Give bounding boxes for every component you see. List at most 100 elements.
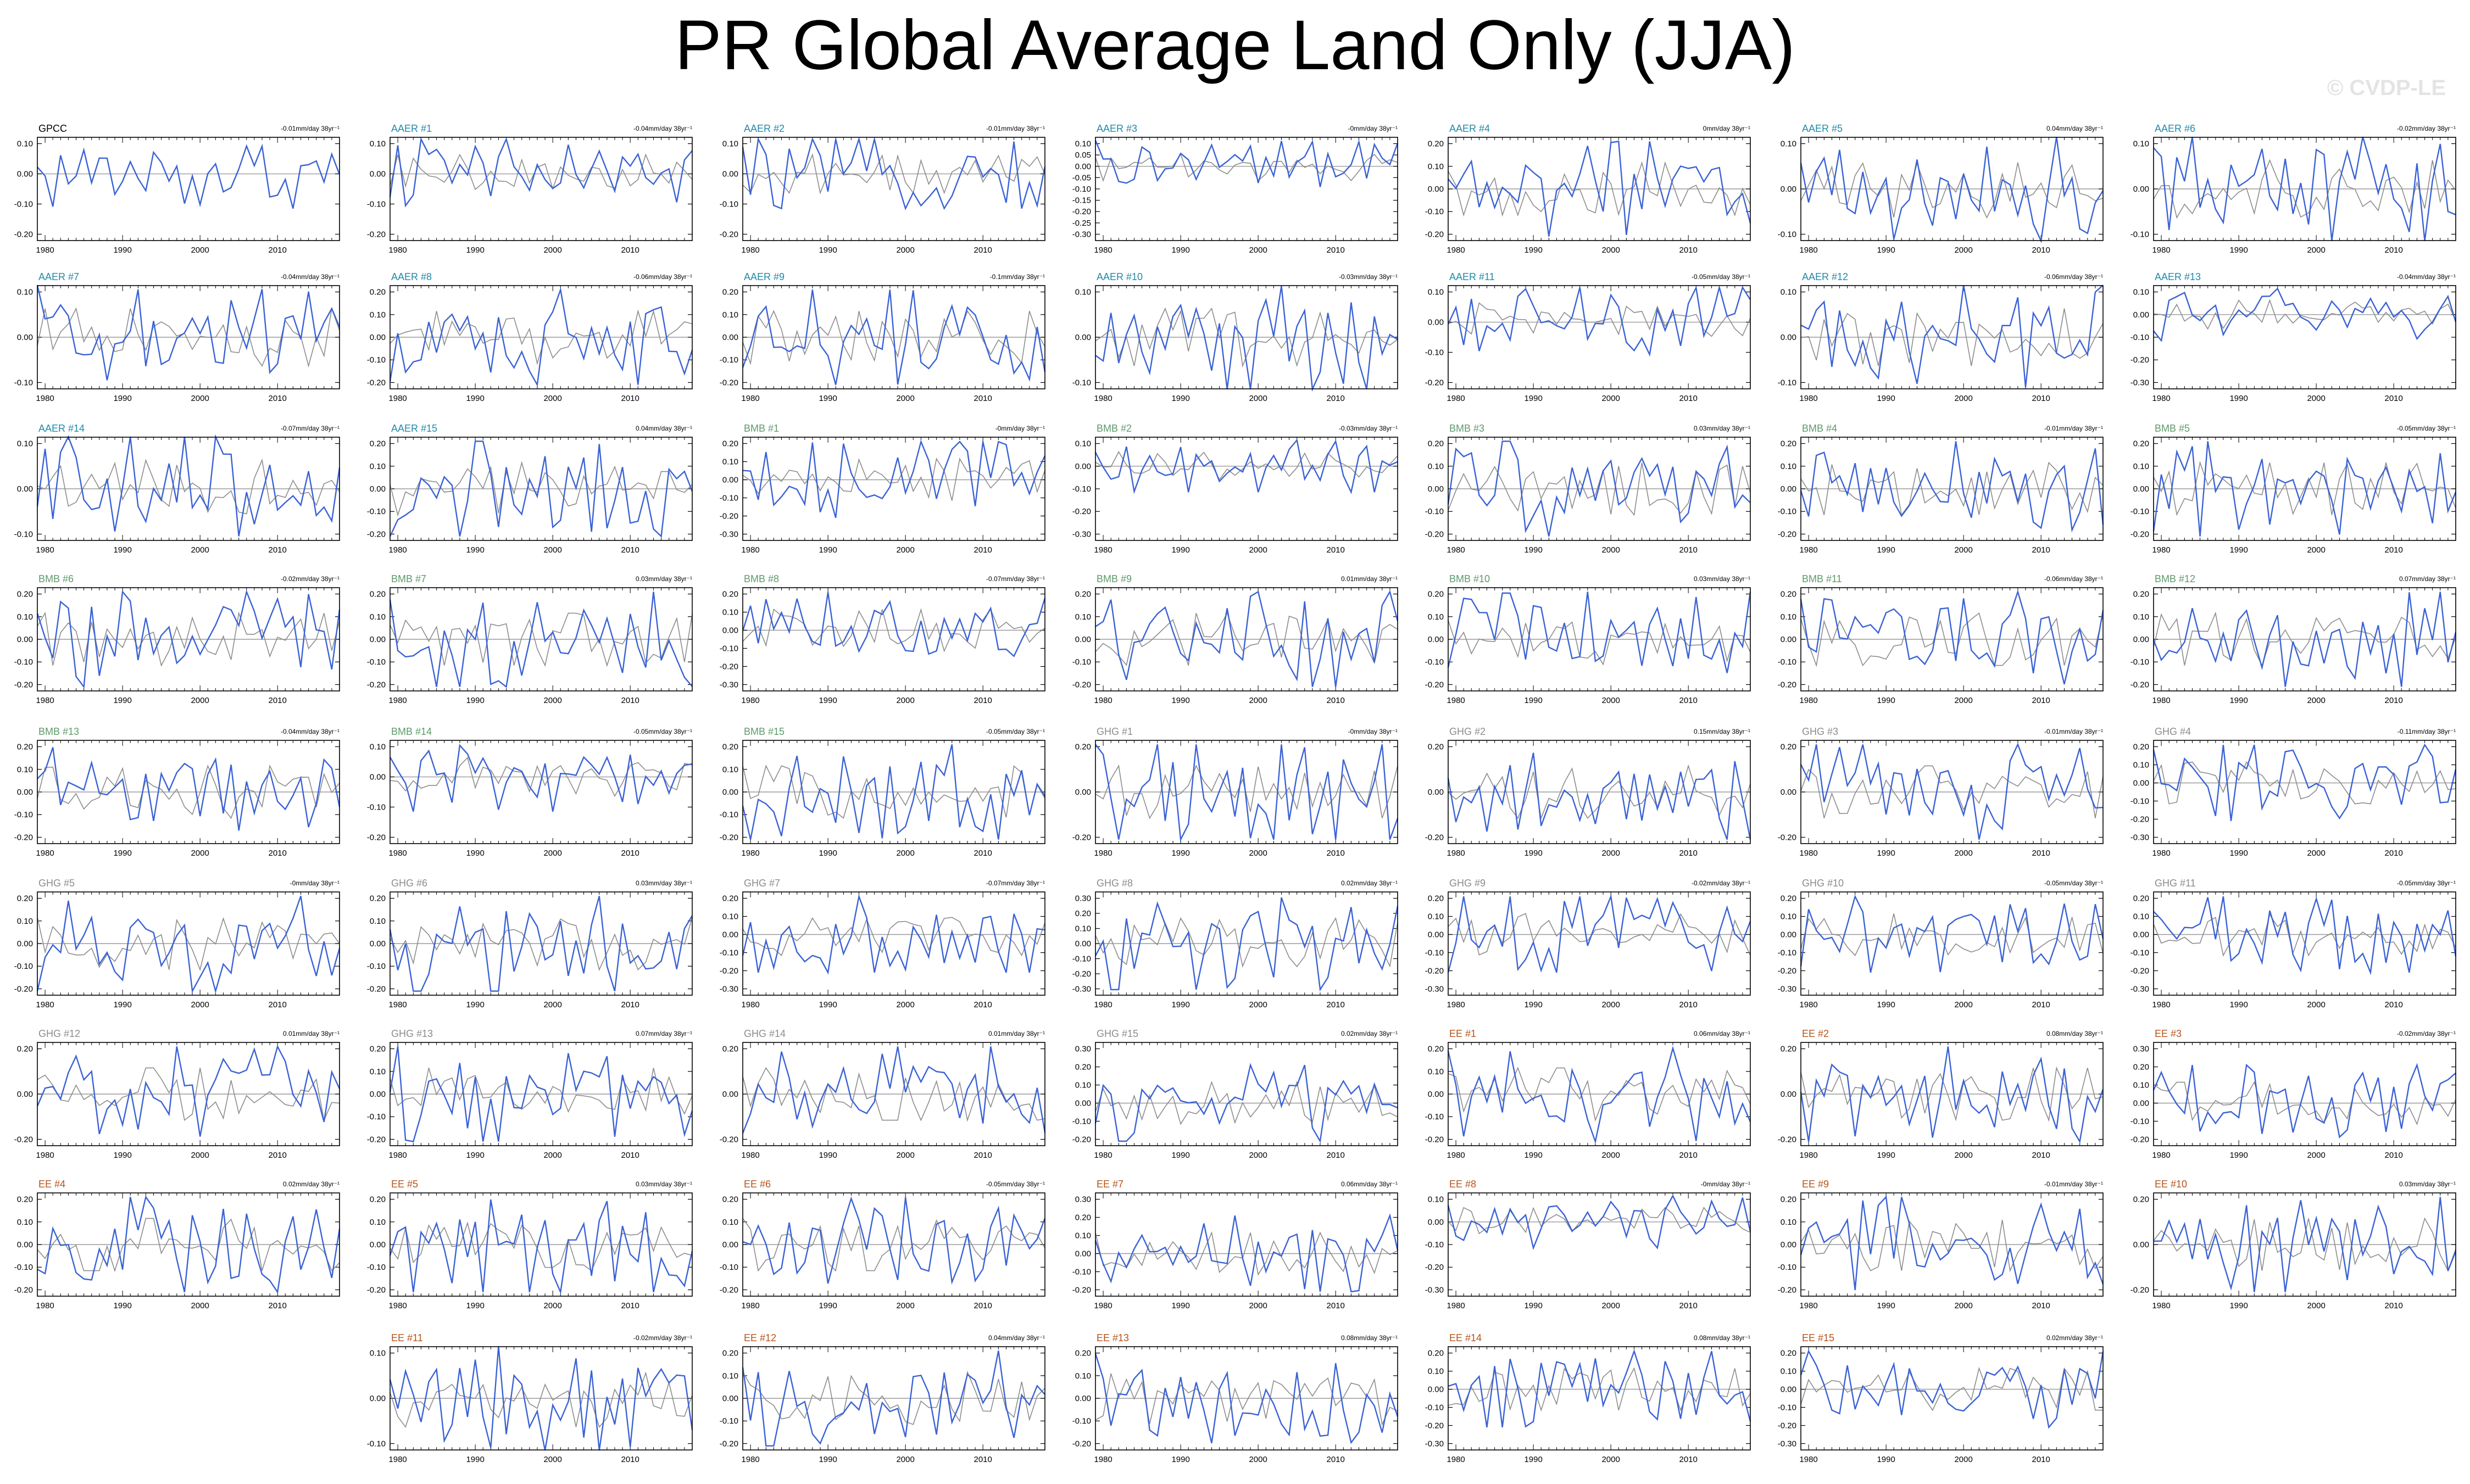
trend-label: -0.11mm/day 38yr⁻¹	[2397, 728, 2456, 735]
y-tick-label: 0.20	[1428, 590, 1444, 599]
y-tick-label: 0.20	[1428, 140, 1444, 149]
x-tick-label: 2010	[268, 246, 286, 255]
y-tick-label: -0.10	[2130, 507, 2149, 516]
x-tick-label: 2010	[973, 696, 992, 705]
panel-title: BMB #4	[1802, 423, 1837, 434]
y-tick-label: -0.20	[1072, 969, 1091, 979]
y-tick-label: -0.15	[1072, 196, 1091, 205]
chart-panel: GHG #2 0.15mm/day 38yr⁻¹ 0.20 0.00 -0.201980…	[1425, 726, 1751, 858]
member-line	[389, 440, 693, 538]
panel-title: BMB #3	[1449, 423, 1484, 434]
x-tick-label: 2000	[1601, 1151, 1620, 1160]
chart-panel: GHG #4 -0.11mm/day 38yr⁻¹ 0.20 0.10 0.00 -0.1…	[2130, 726, 2457, 858]
x-tick-label: 1990	[2229, 849, 2248, 858]
x-tick-label: 1980	[1447, 1151, 1465, 1160]
panel-title: BMB #5	[2155, 423, 2190, 434]
x-tick-label: 2010	[621, 696, 639, 705]
chart-panel: AAER #7 -0.04mm/day 38yr⁻¹0.100.00-0.1019…	[14, 271, 341, 403]
ensemble-mean-line	[1095, 917, 1398, 968]
x-tick-label: 1980	[2152, 394, 2170, 403]
x-tick-label: 2000	[1954, 849, 1972, 858]
y-tick-label: -0.10	[1425, 348, 1444, 357]
trend-label: 0.01mm/day 38yr⁻¹	[1341, 575, 1398, 583]
panel-title: GHG #2	[1449, 726, 1486, 737]
y-tick-label: 0.00	[2133, 930, 2149, 940]
x-tick-label: 1990	[1877, 849, 1895, 858]
y-tick-label: -0.30	[1778, 984, 1796, 994]
y-tick-label: 0.10	[1428, 462, 1444, 471]
panel-title: EE #1	[1449, 1028, 1476, 1039]
y-tick-label: -0.20	[2130, 814, 2149, 824]
y-tick-label: -0.20	[1778, 833, 1796, 842]
member-line	[37, 747, 341, 831]
x-tick-label: 1990	[1171, 1151, 1189, 1160]
x-tick-label: 2000	[543, 394, 561, 403]
y-tick-label: -0.10	[14, 199, 33, 209]
x-tick-label: 2010	[1326, 1000, 1344, 1009]
x-tick-label: 1980	[1799, 545, 1817, 555]
x-tick-label: 2010	[2384, 849, 2402, 858]
x-tick-label: 1990	[819, 696, 837, 705]
x-tick-label: 2000	[1954, 696, 1972, 705]
panel-frame	[390, 891, 693, 996]
x-tick-label: 1990	[1524, 394, 1542, 403]
member-line	[36, 1045, 341, 1137]
panel-frame	[37, 1042, 340, 1146]
y-tick-label: 0.10	[2133, 140, 2149, 149]
x-tick-label: 2000	[543, 696, 561, 705]
chart-panel: AAER #3 -0mm/day 38yr⁻¹ 0.100.05 0.00 -0.05 -…	[1072, 123, 1399, 255]
x-tick-label: 1980	[388, 394, 407, 403]
member-line	[742, 289, 1046, 385]
trend-label: -0.02mm/day 38yr⁻¹	[281, 575, 340, 583]
y-tick-label: 0.00	[1428, 185, 1444, 194]
y-tick-label: -0.10	[2130, 657, 2149, 667]
y-tick-label: 0.10	[1781, 462, 1796, 471]
y-tick-label: -0.20	[367, 984, 386, 994]
panel-title: AAER #2	[744, 123, 785, 134]
chart-panel: BMB #2 -0.03mm/day 38yr⁻¹ 0.10 0.00 -0.10 -0.…	[1072, 423, 1398, 555]
x-tick-label: 2000	[191, 394, 209, 403]
x-tick-label: 2010	[1326, 394, 1344, 403]
y-tick-label: 0.00	[1781, 788, 1796, 797]
y-tick-label: -0.30	[1425, 984, 1444, 994]
y-tick-label: -0.30	[1072, 230, 1091, 239]
x-tick-label: 2000	[896, 849, 914, 858]
y-tick-label: 0.00	[722, 788, 738, 797]
panel-title: AAER #6	[2155, 123, 2195, 134]
y-tick-label: -0.20	[1425, 966, 1444, 975]
y-tick-label: 0.20	[1428, 894, 1444, 903]
x-tick-label: 1980	[1094, 394, 1112, 403]
x-tick-label: 1990	[819, 394, 837, 403]
y-tick-label: 0.00	[370, 170, 386, 179]
member-line	[1447, 894, 1751, 973]
x-tick-label: 1980	[388, 246, 407, 255]
y-tick-label: 0.10	[2133, 288, 2149, 297]
panel-frame	[1800, 891, 2104, 996]
y-tick-label: 0.00	[1781, 484, 1796, 494]
y-tick-label: -0.10	[1778, 657, 1796, 667]
x-tick-label: 2010	[1326, 246, 1344, 255]
chart-panel: AAER #14 -0.07mm/day 38yr⁻¹0.100.00-0.101…	[14, 423, 341, 555]
member-line	[742, 1046, 1046, 1134]
y-tick-label: -0.10	[2130, 796, 2149, 806]
y-tick-label: -0.20	[720, 378, 738, 387]
y-tick-label: 0.20	[722, 590, 738, 599]
panel-title: BMB #14	[391, 726, 432, 737]
panel-frame	[1800, 285, 2104, 389]
x-tick-label: 2000	[1601, 394, 1620, 403]
y-tick-label: 0.10	[1428, 912, 1444, 922]
y-tick-label: -0.10	[1425, 657, 1444, 667]
x-tick-label: 2000	[1601, 246, 1620, 255]
y-tick-label: -0.30	[2130, 833, 2149, 842]
ensemble-mean-line	[1448, 1067, 1751, 1122]
x-tick-label: 1980	[1447, 696, 1465, 705]
panel-title: BMB #2	[1097, 423, 1132, 434]
x-tick-label: 2010	[1326, 696, 1344, 705]
y-tick-label: -0.10	[1425, 948, 1444, 957]
x-tick-label: 1980	[741, 394, 759, 403]
panel-title: AAER #4	[1449, 123, 1490, 134]
y-tick-label: 0.00	[17, 1090, 33, 1099]
x-tick-label: 1990	[466, 1000, 484, 1009]
x-tick-label: 1990	[1171, 1000, 1189, 1009]
y-tick-label: 0.10	[1781, 288, 1796, 297]
